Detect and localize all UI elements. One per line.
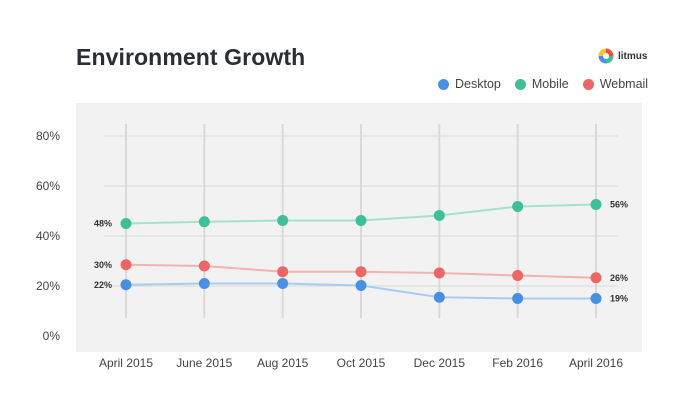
data-point-desktop (433, 291, 445, 303)
legend-item-desktop: Desktop (438, 77, 501, 91)
data-point-mobile (277, 215, 289, 226)
data-point-mobile (120, 218, 132, 229)
data-point-desktop (198, 278, 210, 289)
data-point-webmail (120, 259, 132, 271)
x-tick-label: Dec 2015 (414, 356, 466, 370)
data-label-mobile-start: 48% (94, 219, 112, 229)
data-point-mobile (590, 199, 602, 210)
x-tick-label: Aug 2015 (257, 356, 309, 370)
data-label-mobile-end: 56% (610, 200, 628, 210)
legend-label-webmail: Webmail (599, 77, 649, 91)
legend-swatch-webmail (582, 78, 594, 90)
data-point-webmail (355, 266, 367, 278)
x-tick-label: June 2015 (176, 356, 232, 370)
data-point-desktop (120, 279, 132, 291)
brand-name: litmus (618, 50, 648, 62)
legend-item-mobile: Mobile (514, 77, 569, 91)
y-tick-label: 20% (36, 279, 60, 293)
plot-background (76, 103, 642, 352)
x-tick-label: Oct 2015 (337, 356, 386, 370)
litmus-logo-icon (598, 48, 614, 64)
data-point-desktop (355, 280, 367, 291)
legend-label-desktop: Desktop (455, 77, 501, 91)
data-point-desktop (512, 293, 524, 304)
data-point-desktop (277, 278, 289, 289)
legend-swatch-desktop (438, 78, 449, 90)
data-label-webmail-start: 30% (94, 260, 112, 270)
data-point-mobile (433, 210, 445, 221)
data-label-desktop-start: 22% (94, 280, 112, 290)
chart-title: Environment Growth (76, 44, 306, 70)
data-point-mobile (198, 216, 210, 228)
data-point-webmail (512, 270, 524, 281)
data-point-webmail (433, 267, 445, 279)
legend-swatch-mobile (514, 78, 526, 90)
x-tick-label: April 2015 (99, 356, 153, 370)
data-point-mobile (512, 201, 524, 212)
legend-label-mobile: Mobile (531, 77, 569, 91)
data-point-webmail (590, 272, 602, 284)
data-label-webmail-end: 26% (610, 273, 628, 283)
brand-logo: litmus (598, 48, 647, 64)
chart-legend: Desktop Mobile Webmail (438, 77, 648, 91)
legend-item-webmail: Webmail (582, 77, 649, 91)
data-point-webmail (198, 260, 210, 272)
y-tick-label: 80% (36, 129, 60, 143)
data-point-desktop (590, 293, 602, 304)
y-tick-label: 40% (36, 229, 60, 243)
x-tick-label: Feb 2016 (492, 356, 543, 370)
y-tick-label: 0% (43, 329, 61, 343)
x-tick-label: April 2016 (569, 356, 623, 370)
data-point-mobile (355, 215, 367, 226)
data-point-webmail (277, 266, 289, 278)
y-tick-label: 60% (36, 179, 60, 193)
data-label-desktop-end: 19% (610, 294, 628, 304)
